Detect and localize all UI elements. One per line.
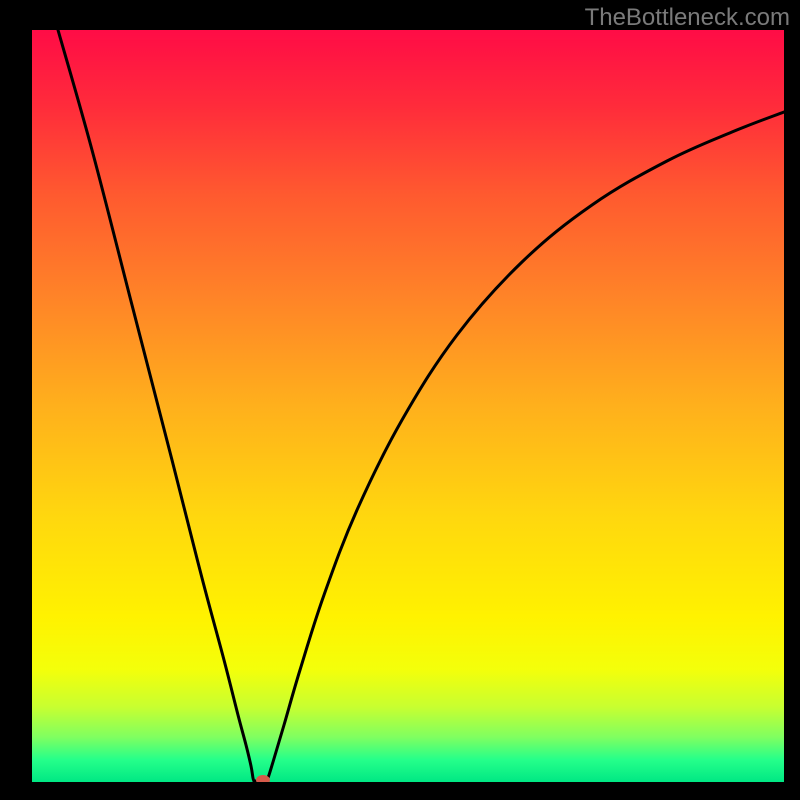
bottleneck-chart [32, 30, 784, 782]
gradient-background [32, 30, 784, 782]
watermark-label: TheBottleneck.com [585, 4, 790, 32]
chart-stage: TheBottleneck.com [0, 0, 800, 800]
